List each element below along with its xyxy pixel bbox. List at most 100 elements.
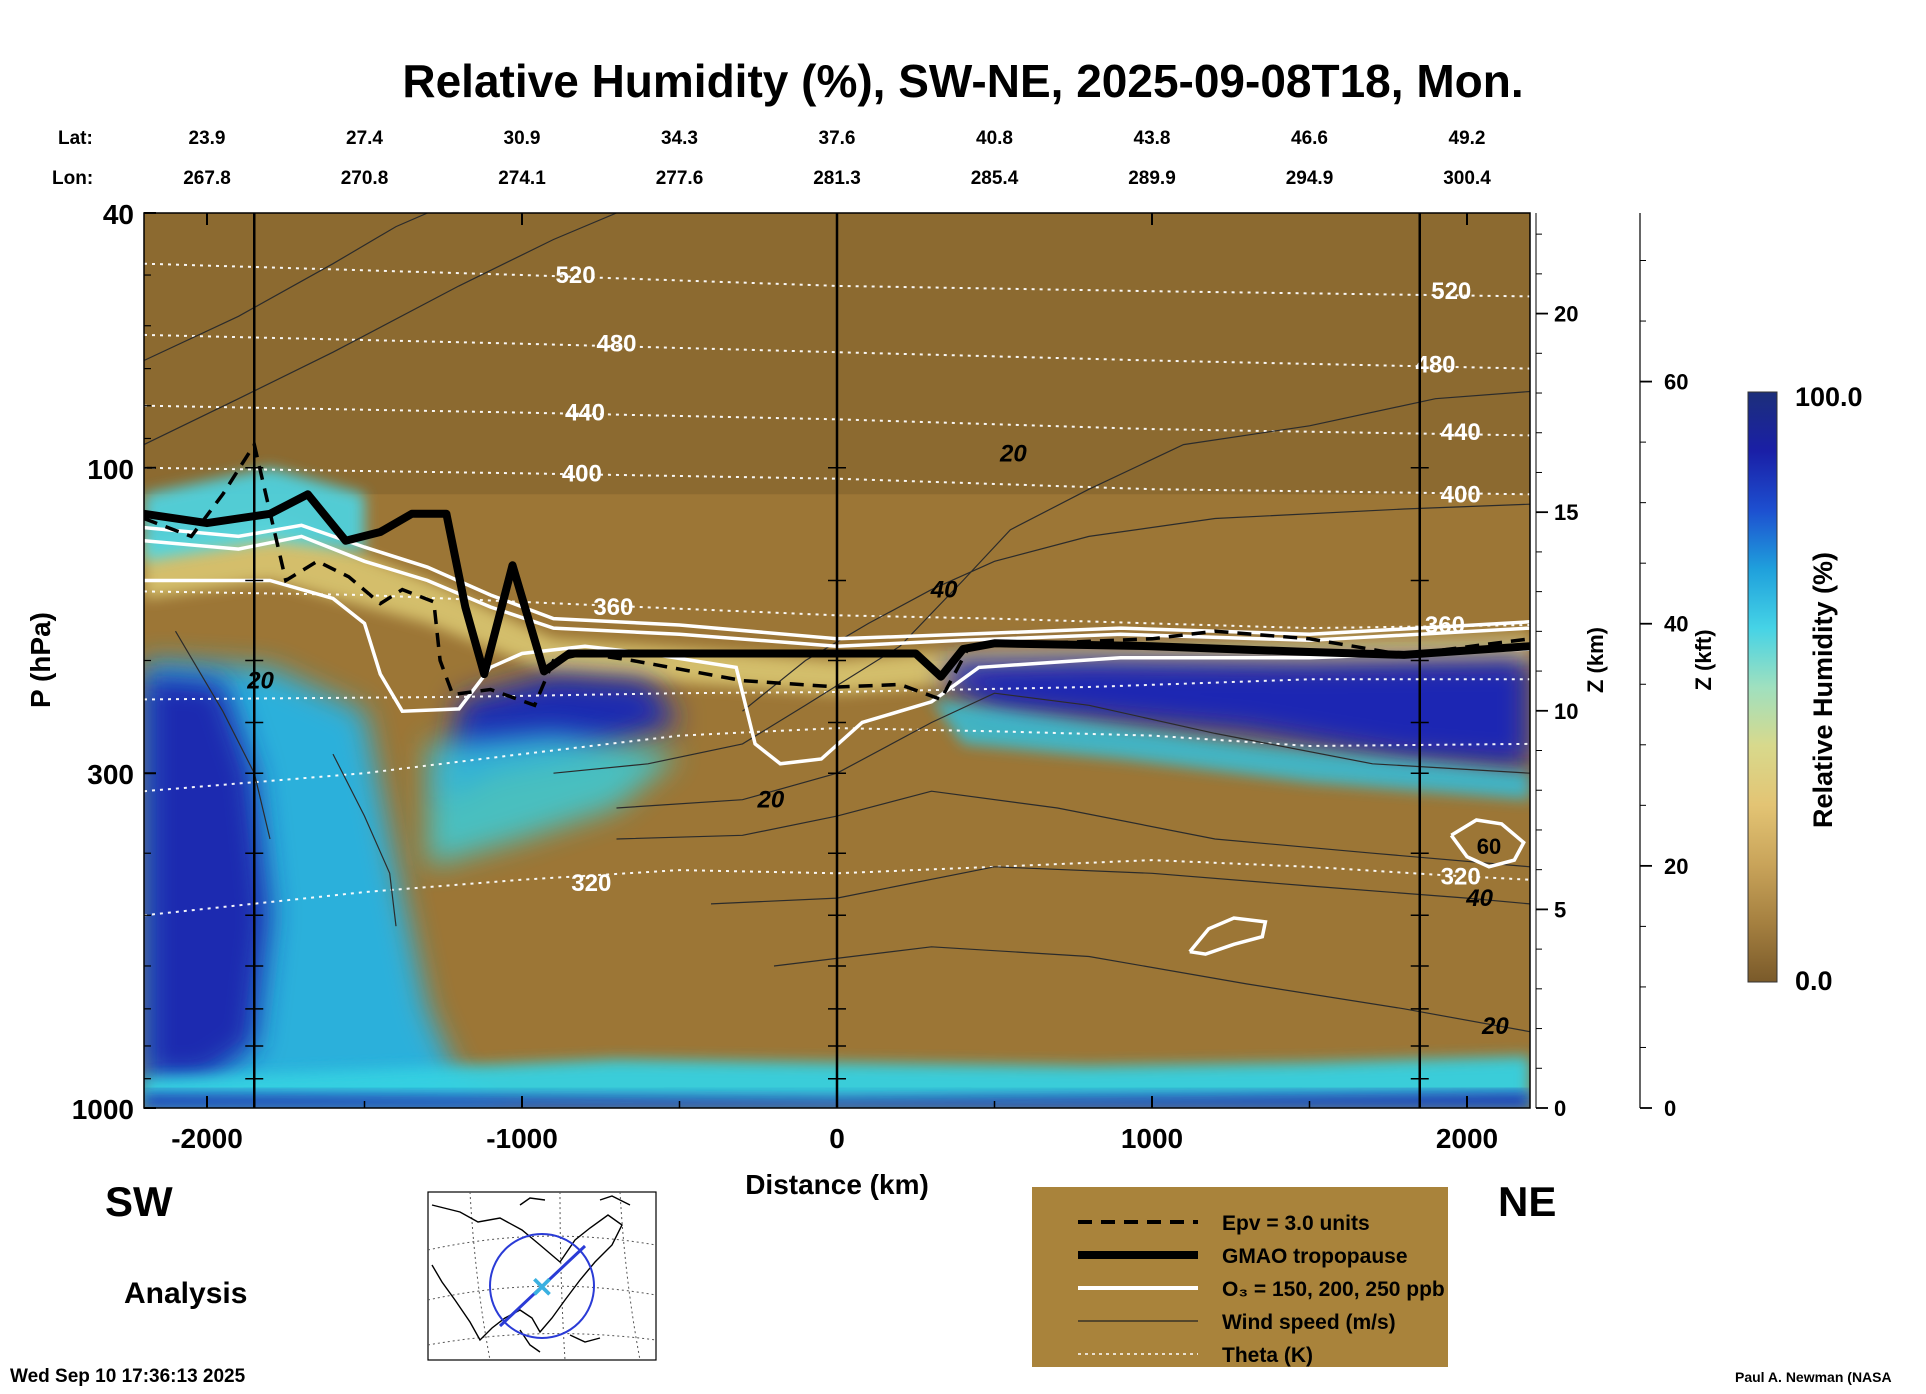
legend: Epv = 3.0 units GMAO tropopause O₃ = 150, … xyxy=(1032,1187,1448,1367)
wind-contour xyxy=(773,946,1530,1033)
x-tick-label: 0 xyxy=(829,1123,845,1154)
kft-tick-label: 0 xyxy=(1664,1096,1676,1121)
wind-label: 20 xyxy=(756,787,784,814)
ozone-contour xyxy=(144,523,1530,641)
lat-value: 46.6 xyxy=(1291,128,1328,149)
x-tick-label: -1000 xyxy=(486,1123,558,1154)
legend-label: Theta (K) xyxy=(1222,1344,1313,1367)
lat-value: 27.4 xyxy=(346,128,383,149)
sw-label: SW xyxy=(105,1178,173,1225)
theta-label: 480 xyxy=(596,331,636,358)
inset-map: ✕ xyxy=(427,1191,657,1361)
theta-label: 480 xyxy=(1415,352,1455,379)
map-cross-section-line xyxy=(498,1244,587,1328)
lon-value: 267.8 xyxy=(183,168,231,189)
theta-label: 320 xyxy=(571,870,611,897)
epv-line xyxy=(144,440,1530,708)
wind-label: 20 xyxy=(999,441,1027,468)
lon-value: 300.4 xyxy=(1443,168,1491,189)
theta-label: 360 xyxy=(1425,612,1465,639)
timestamp: Wed Sep 10 17:36:13 2025 xyxy=(10,1366,246,1387)
wind-contour xyxy=(144,213,428,362)
z-kft-axis-title: Z (kft) xyxy=(1691,629,1716,690)
wind-label: 40 xyxy=(1465,885,1493,912)
kft-tick-label: 40 xyxy=(1664,612,1688,637)
theta-label: 360 xyxy=(593,594,633,621)
colorbar-max-label: 100.0 xyxy=(1795,382,1863,412)
x-tick-label: -2000 xyxy=(171,1123,243,1154)
saturated-layer-ne xyxy=(947,657,1530,769)
z-tick-label: 0 xyxy=(1554,1096,1566,1121)
legend-label: Wind speed (m/s) xyxy=(1222,1311,1396,1334)
tropopause-line xyxy=(144,490,1530,681)
moist-band-ne xyxy=(931,699,1530,800)
z-tick-label: 15 xyxy=(1554,500,1578,525)
ozone-contour-closed xyxy=(1188,916,1268,956)
theta-label: 520 xyxy=(1431,278,1471,305)
z-tick-label: 10 xyxy=(1554,699,1578,724)
ozone-contour xyxy=(144,534,1530,648)
x-axis-title: Distance (km) xyxy=(745,1169,929,1200)
wind-contour xyxy=(616,692,1530,809)
y-axis-title: P (hPa) xyxy=(25,612,56,708)
chart-title: Relative Humidity (%), SW-NE, 2025-09-08… xyxy=(402,55,1523,107)
x-tick-label: 2000 xyxy=(1436,1123,1498,1154)
theta-label: 440 xyxy=(565,400,605,427)
lat-value: 23.9 xyxy=(189,128,226,149)
x-tick-label: 1000 xyxy=(1121,1123,1183,1154)
contour-lines: 520 480 440 400 360 320 520 480 440 400 360 320 20 40… xyxy=(144,213,1530,1040)
colorbar-gradient xyxy=(1747,391,1778,983)
wind-label: 20 xyxy=(246,668,274,695)
ozone-label: 60 xyxy=(1477,834,1501,859)
lon-value: 289.9 xyxy=(1128,168,1176,189)
latlon-header: Lat: Lon: 23.9 267.8 27.4 270.8 30.9 274.1 34.… xyxy=(52,128,1491,189)
colorbar-min-label: 0.0 xyxy=(1795,966,1833,996)
lon-value: 274.1 xyxy=(498,168,546,189)
lat-value: 30.9 xyxy=(504,128,541,149)
axes: -2000 -1000 0 1000 2000 40 100 300 1000 0 5 10 15 20 0… xyxy=(72,199,1689,1154)
theta-label: 400 xyxy=(1441,481,1481,508)
theta-label: 520 xyxy=(556,262,596,289)
lat-value: 49.2 xyxy=(1449,128,1486,149)
lat-value: 40.8 xyxy=(976,128,1013,149)
lon-value: 270.8 xyxy=(341,168,389,189)
map-coastline xyxy=(431,1195,631,1353)
z-tick-label: 5 xyxy=(1554,897,1566,922)
wind-contour xyxy=(742,503,1530,712)
wind-contour xyxy=(144,213,617,446)
lat-label: Lat: xyxy=(58,128,93,149)
credit: Paul A. Newman (NASA xyxy=(1735,1369,1892,1385)
legend-label: Epv = 3.0 units xyxy=(1222,1212,1370,1235)
wind-contour xyxy=(174,630,271,840)
ne-label: NE xyxy=(1498,1178,1556,1225)
lat-value: 43.8 xyxy=(1134,128,1171,149)
legend-label: O₃ = 150, 200, 250 ppb xyxy=(1222,1278,1445,1301)
p-tick-label: 100 xyxy=(87,454,134,485)
lon-value: 281.3 xyxy=(813,168,861,189)
wind-contour xyxy=(553,390,1530,774)
p-tick-label: 300 xyxy=(87,759,134,790)
lon-value: 294.9 xyxy=(1286,168,1334,189)
map-range-circle xyxy=(489,1233,595,1339)
lat-value: 34.3 xyxy=(661,128,698,149)
wind-label: 20 xyxy=(1481,1013,1509,1040)
lat-value: 37.6 xyxy=(819,128,856,149)
legend-label: GMAO tropopause xyxy=(1222,1245,1408,1268)
saturated-core-sw xyxy=(144,674,270,1079)
wind-label: 40 xyxy=(930,577,958,604)
lon-value: 277.6 xyxy=(656,168,704,189)
ozone-contour-closed xyxy=(1449,818,1526,869)
wind-contour xyxy=(616,790,1530,868)
theta-label: 320 xyxy=(1441,864,1481,891)
theta-label: 440 xyxy=(1441,419,1481,446)
theta-contour xyxy=(144,590,1530,630)
analysis-label: Analysis xyxy=(124,1277,247,1310)
inset-map-frame xyxy=(427,1191,657,1361)
lon-label: Lon: xyxy=(52,168,93,189)
kft-tick-label: 60 xyxy=(1664,370,1688,395)
map-center-marker: ✕ xyxy=(530,1272,553,1303)
z-km-axis-title: Z (km) xyxy=(1583,627,1608,693)
z-tick-label: 20 xyxy=(1554,302,1578,327)
wind-contour xyxy=(332,753,397,927)
colorbar: 100.0 0.0 Relative Humidity (%) xyxy=(1747,382,1863,996)
